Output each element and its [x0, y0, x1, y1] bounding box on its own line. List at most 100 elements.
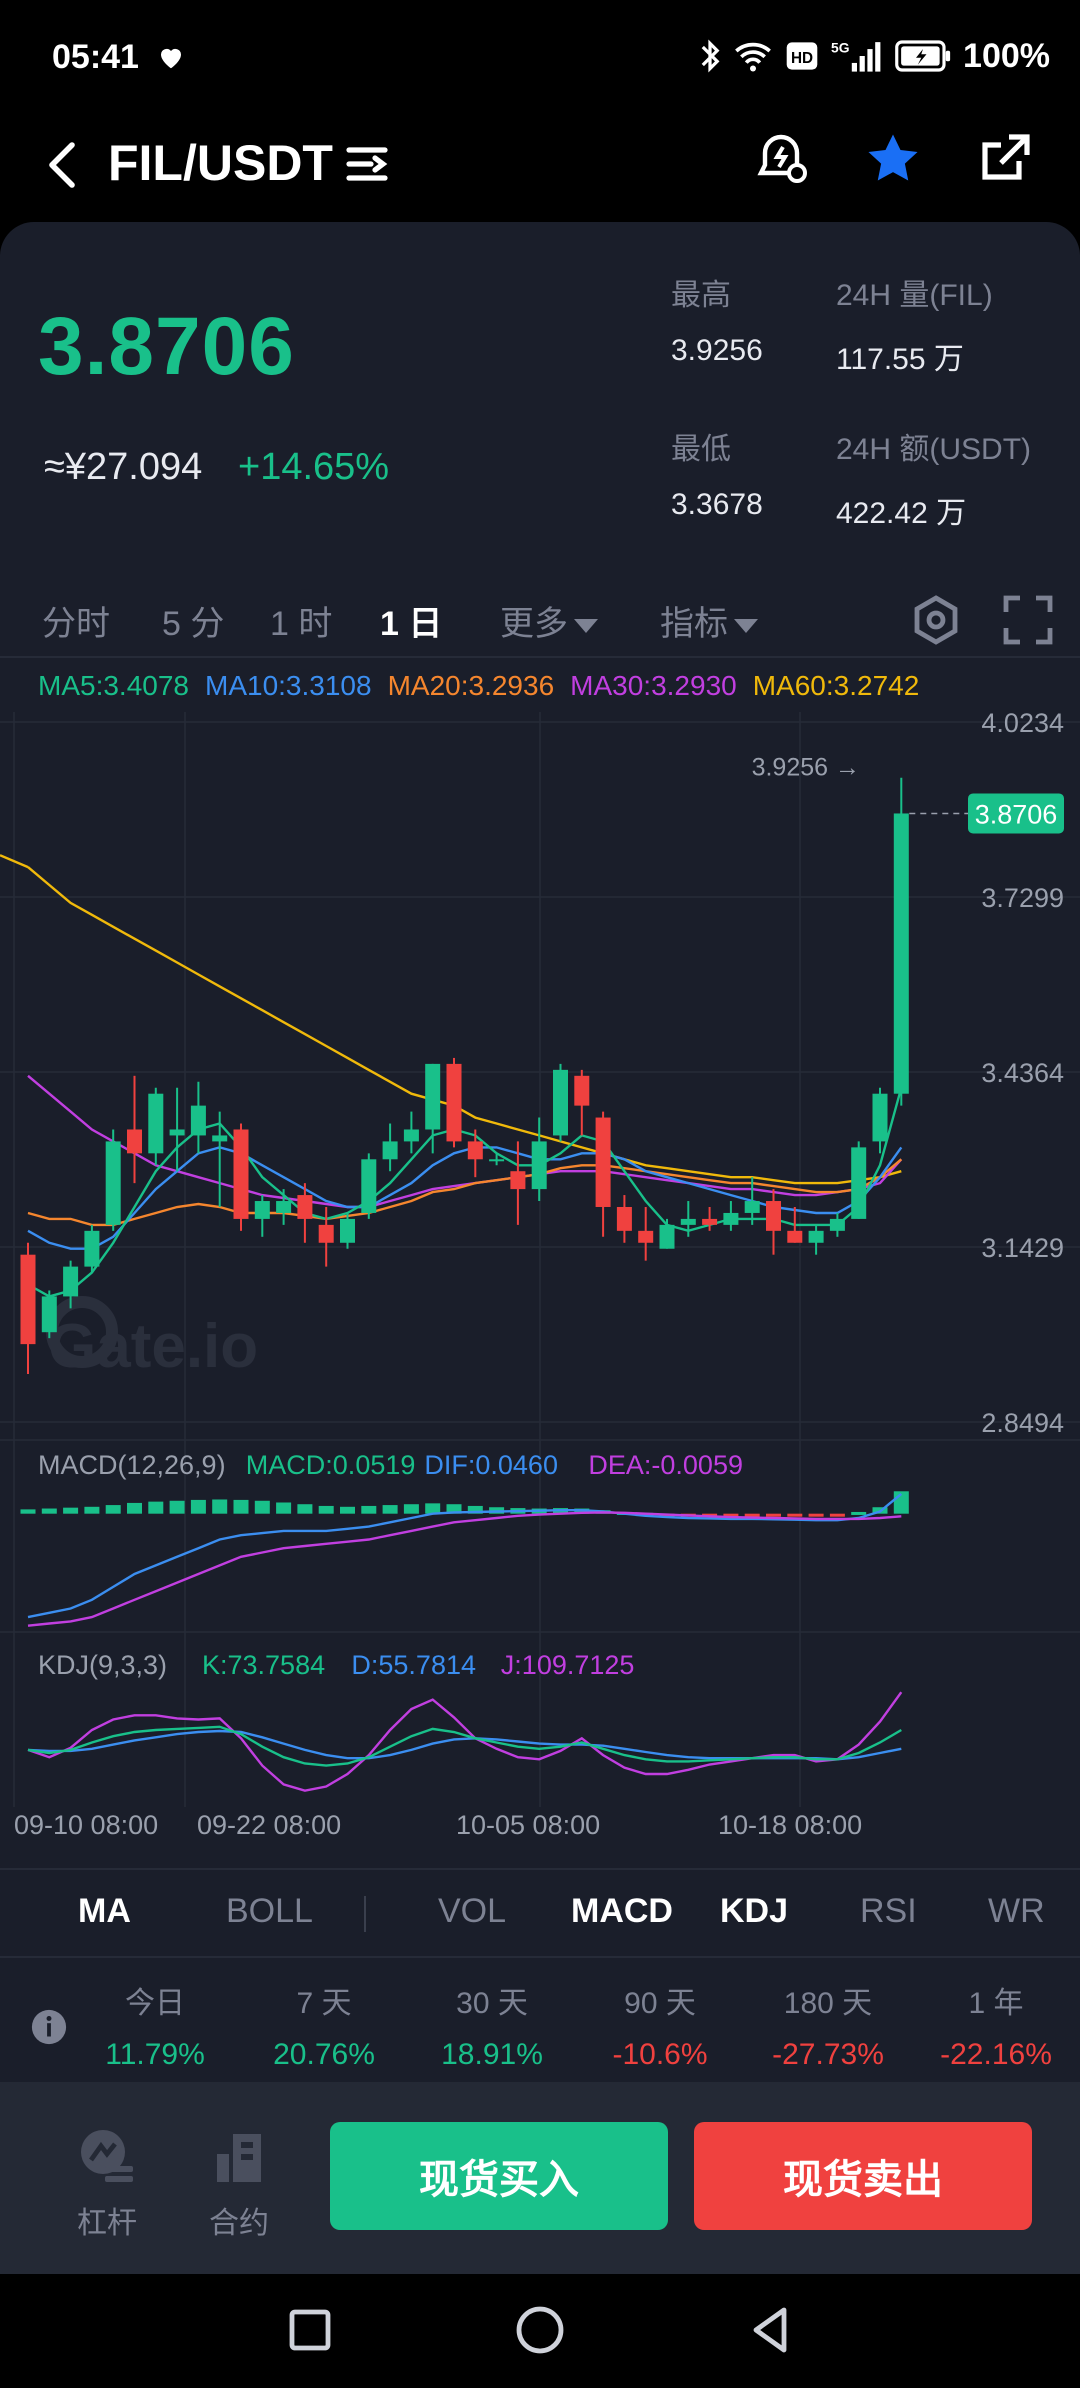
- price-alert-icon[interactable]: [746, 124, 816, 194]
- candle-body: [787, 1230, 803, 1243]
- perf-value: 11.79%: [105, 2038, 205, 2071]
- ma-line-ma20: [27, 1158, 903, 1227]
- tab-vol[interactable]: VOL: [438, 1892, 507, 1930]
- tab-timeshare[interactable]: 分时: [42, 605, 110, 643]
- macd-bar: [467, 1505, 483, 1514]
- hd-icon: HD: [786, 42, 818, 70]
- perf-180d: 180 天 -27.73%: [748, 1978, 908, 2072]
- ma30-legend: MA30:3.2930: [570, 670, 737, 701]
- candle-body: [638, 1230, 654, 1243]
- ma-line-ma10: [27, 1146, 903, 1250]
- candle-body: [851, 1147, 867, 1219]
- macd-bar: [766, 1513, 781, 1517]
- favorite-star-icon[interactable]: [858, 124, 928, 194]
- candle-body: [489, 1159, 505, 1162]
- chevron-down-icon: [734, 619, 758, 634]
- chevron-down-icon: [574, 619, 598, 634]
- candle-body: [872, 1093, 888, 1142]
- macd-legend-item: DEA:-0.0059: [588, 1450, 743, 1480]
- tab-more[interactable]: 更多: [500, 596, 598, 645]
- candle-body: [105, 1141, 121, 1225]
- candle-body: [425, 1063, 441, 1130]
- perf-value: -10.6%: [612, 2038, 708, 2071]
- home-icon[interactable]: [510, 2300, 570, 2360]
- tab-indicators[interactable]: 指标: [660, 596, 758, 645]
- tab-5min[interactable]: 5 分: [162, 605, 225, 643]
- candle-body: [595, 1117, 611, 1207]
- perf-7d: 7 天 20.76%: [244, 1978, 404, 2072]
- candle-body: [829, 1218, 845, 1231]
- high-value: 3.9256: [671, 334, 763, 367]
- svg-text:5G: 5G: [831, 40, 850, 56]
- tab-rsi[interactable]: RSI: [860, 1892, 917, 1930]
- ma60-legend: MA60:3.2742: [752, 670, 920, 701]
- timeframe-tabs: 分时 5 分 1 时 1 日 更多 指标: [0, 582, 1080, 652]
- macd-bar: [318, 1505, 334, 1514]
- share-icon[interactable]: [970, 124, 1040, 194]
- y-axis-label: 3.1429: [981, 1233, 1064, 1263]
- back-icon[interactable]: [740, 2300, 800, 2360]
- info-icon[interactable]: [30, 2008, 68, 2046]
- kdj-legend: KDJ(9,3,3) K:73.7584 D:55.7814 J:109.7125: [38, 1650, 634, 1680]
- contract-icon: [217, 2134, 261, 2182]
- contract-button[interactable]: 合约: [194, 2126, 284, 2242]
- macd-bar: [276, 1502, 292, 1514]
- fullscreen-icon[interactable]: [1000, 592, 1056, 648]
- heart-icon: [161, 48, 181, 69]
- perf-label: 180 天: [783, 1987, 873, 2020]
- tab-ma[interactable]: MA: [78, 1892, 131, 1930]
- candle-body: [446, 1063, 462, 1142]
- macd-legend-item: DIF:0.0460: [424, 1450, 558, 1480]
- status-bar: 05:41 HD 5G 100%: [0, 0, 1080, 110]
- candle-body: [510, 1171, 526, 1190]
- perf-label: 1 年: [968, 1987, 1024, 2020]
- spot-sell-button[interactable]: 现货卖出: [694, 2122, 1032, 2230]
- last-price-tag: [968, 793, 1064, 834]
- macd-bar: [148, 1501, 164, 1514]
- recent-apps-icon[interactable]: [280, 2300, 340, 2360]
- kline-chart[interactable]: Gate.io 4.0234 3.7299 3.4364 3.1429 2.8494 3…: [0, 712, 1080, 2082]
- leverage-icon: [81, 2130, 133, 2182]
- macd-bar: [169, 1500, 185, 1514]
- spot-buy-button[interactable]: 现货买入: [330, 2122, 668, 2230]
- settings-hexagon-icon[interactable]: [908, 592, 964, 648]
- status-time: 05:41: [52, 38, 139, 76]
- watermark: Gate.io: [48, 1312, 258, 1381]
- perf-value: -22.16%: [940, 2038, 1052, 2071]
- tab-macd[interactable]: MACD: [571, 1892, 673, 1930]
- macd-bar: [425, 1503, 441, 1514]
- kdj-legend-item: D:55.7814: [351, 1650, 476, 1680]
- tab-1day[interactable]: 1 日: [380, 605, 443, 643]
- menu-lines-icon[interactable]: [345, 140, 389, 188]
- candle-body: [723, 1212, 739, 1225]
- candle-body: [169, 1129, 185, 1136]
- macd-bar: [105, 1505, 121, 1514]
- candle-body: [212, 1135, 228, 1142]
- tab-boll[interactable]: BOLL: [226, 1892, 313, 1930]
- kdj-legend-item: J:109.7125: [501, 1650, 635, 1680]
- macd-bar: [446, 1504, 462, 1514]
- tab-kdj[interactable]: KDJ: [720, 1892, 789, 1930]
- perf-label: 90 天: [624, 1987, 696, 2020]
- candle-body: [680, 1218, 696, 1225]
- candle-body: [233, 1129, 249, 1219]
- trade-action-bar: 杠杆 合约 现货买入 现货卖出: [0, 2082, 1080, 2274]
- pair-title[interactable]: FIL/USDT: [108, 135, 333, 191]
- bluetooth-icon: [701, 39, 720, 73]
- wifi-icon: [735, 42, 771, 72]
- tab-1hour[interactable]: 1 时: [270, 605, 333, 643]
- price-markers: 3.9256 → 3.8706: [752, 754, 1064, 834]
- dea-line: [27, 1511, 902, 1627]
- back-arrow-icon[interactable]: [34, 132, 94, 198]
- macd-bar: [212, 1499, 228, 1514]
- battery-icon: [895, 40, 951, 72]
- performance-row: 今日 11.79% 7 天 20.76% 30 天 18.91% 90 天 -1…: [0, 1960, 1080, 2082]
- tab-wr[interactable]: WR: [988, 1892, 1045, 1930]
- candle-body: [553, 1069, 568, 1136]
- y-axis-label: 3.4364: [981, 1058, 1064, 1088]
- candle-body: [254, 1201, 270, 1219]
- leverage-button[interactable]: 杠杆: [62, 2126, 152, 2242]
- ma-line-extension: [0, 854, 29, 869]
- candle-body: [893, 813, 909, 1094]
- x-axis-label: 10-18 08:00: [718, 1810, 862, 1840]
